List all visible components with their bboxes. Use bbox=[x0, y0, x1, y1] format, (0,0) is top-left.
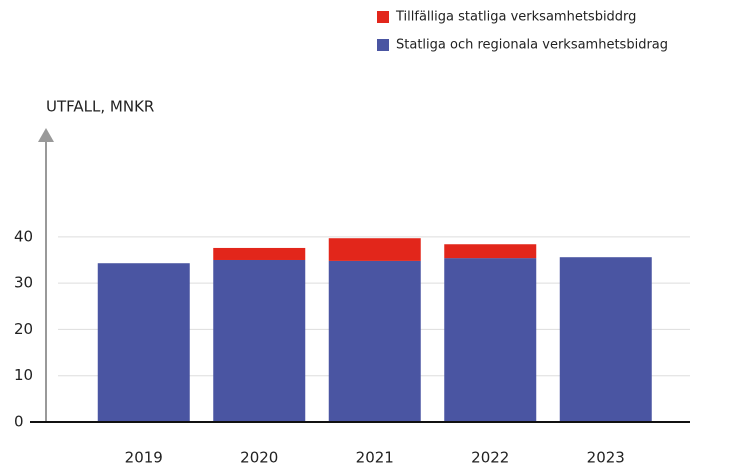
x-tick-label: 2019 bbox=[125, 449, 163, 466]
y-axis-label: UTFALL, MNKR bbox=[46, 98, 154, 116]
legend-swatch bbox=[377, 39, 389, 51]
bar-segment bbox=[444, 244, 537, 259]
y-tick-label: 30 bbox=[14, 274, 33, 292]
x-tick-label: 2021 bbox=[356, 449, 394, 466]
bar-segment bbox=[213, 259, 306, 422]
x-tick-label: 2022 bbox=[471, 449, 509, 466]
legend-label: Tillfälliga statliga verksamhetsbiddrg bbox=[395, 10, 636, 25]
legend-swatch bbox=[377, 11, 389, 23]
bar-segment bbox=[328, 238, 421, 261]
bar-segment bbox=[213, 247, 306, 260]
bar-segment bbox=[559, 257, 652, 422]
x-tick-label: 2023 bbox=[587, 449, 625, 466]
y-axis-arrow bbox=[38, 128, 54, 142]
legend-label: Statliga och regionala verksamhetsbidrag bbox=[396, 38, 668, 53]
y-tick-label: 10 bbox=[14, 366, 33, 384]
y-tick-label: 0 bbox=[14, 413, 24, 431]
x-tick-label: 2020 bbox=[240, 449, 278, 466]
bar-segment bbox=[328, 260, 421, 422]
y-tick-label: 20 bbox=[14, 320, 33, 338]
y-tick-label: 40 bbox=[14, 227, 33, 245]
bar-segment bbox=[97, 263, 190, 422]
bar-segment bbox=[444, 258, 537, 422]
